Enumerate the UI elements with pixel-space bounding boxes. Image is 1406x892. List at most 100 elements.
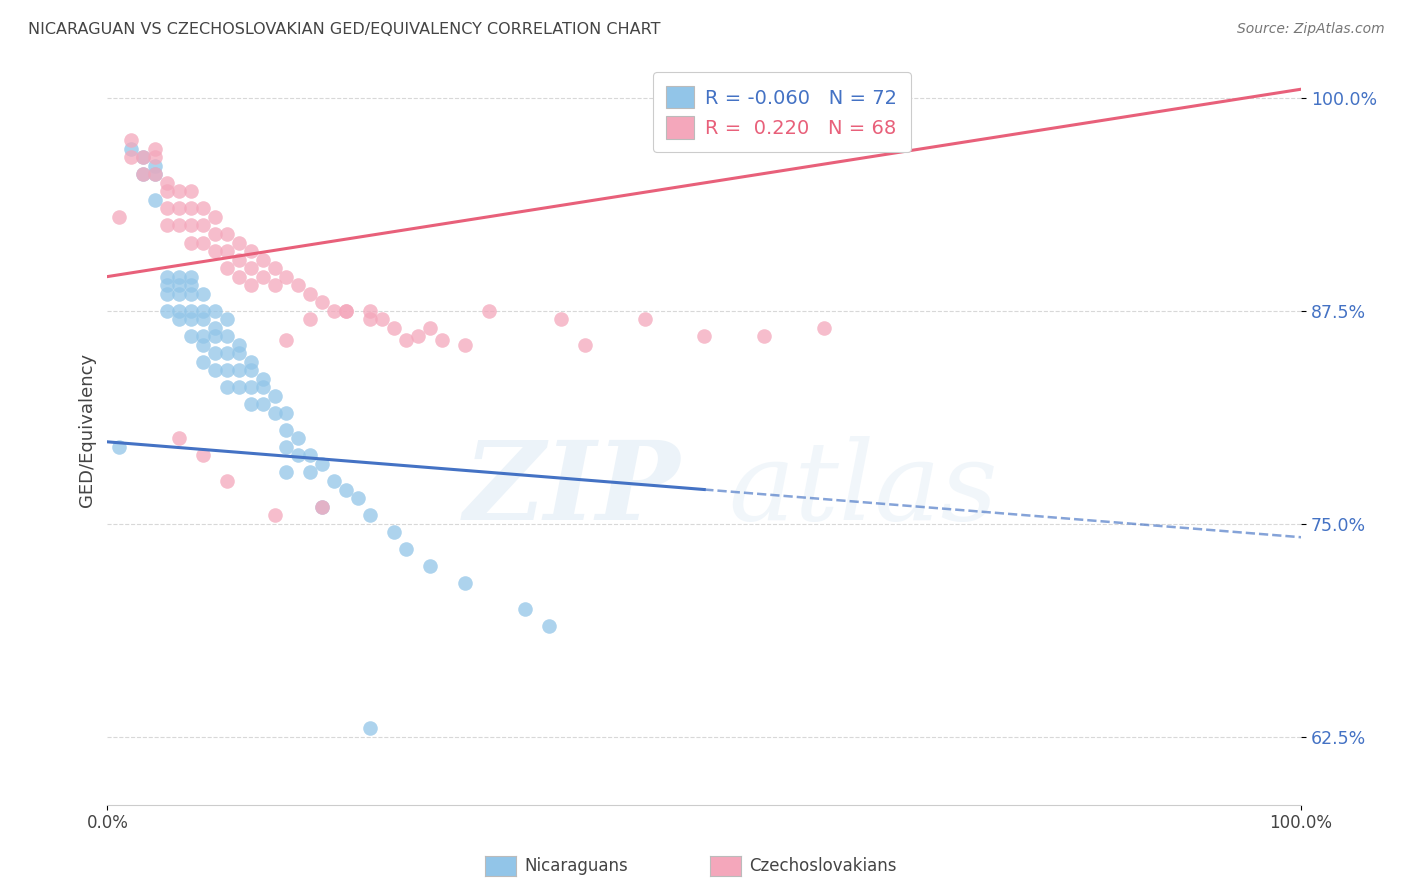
Point bbox=[204, 346, 226, 360]
Point bbox=[454, 337, 477, 351]
Point bbox=[204, 320, 226, 334]
Point bbox=[215, 363, 238, 377]
Point bbox=[120, 150, 142, 164]
Point bbox=[215, 244, 238, 258]
Point bbox=[180, 269, 202, 284]
Point bbox=[382, 320, 405, 334]
Point bbox=[287, 449, 309, 463]
Point bbox=[156, 269, 179, 284]
Point bbox=[299, 449, 322, 463]
Point bbox=[180, 286, 202, 301]
Point bbox=[180, 185, 202, 199]
Point bbox=[311, 500, 333, 514]
Point bbox=[204, 363, 226, 377]
Point bbox=[191, 235, 214, 250]
Point bbox=[395, 542, 418, 557]
Point bbox=[419, 320, 441, 334]
Point bbox=[156, 202, 179, 216]
Point bbox=[276, 440, 298, 454]
Point bbox=[108, 440, 131, 454]
Point bbox=[263, 261, 285, 276]
Point bbox=[215, 474, 238, 488]
Point bbox=[239, 278, 262, 293]
Point bbox=[167, 278, 190, 293]
Point bbox=[359, 508, 381, 522]
Point bbox=[191, 202, 214, 216]
Point bbox=[419, 559, 441, 574]
Point bbox=[335, 483, 357, 497]
Point bbox=[311, 500, 333, 514]
Point bbox=[132, 167, 155, 181]
Point bbox=[335, 303, 357, 318]
Point bbox=[287, 432, 309, 446]
Point bbox=[215, 312, 238, 326]
Point bbox=[191, 337, 214, 351]
Point bbox=[550, 312, 572, 326]
Point bbox=[263, 406, 285, 420]
Point bbox=[204, 244, 226, 258]
Point bbox=[239, 355, 262, 369]
Point bbox=[813, 320, 835, 334]
Point bbox=[239, 363, 262, 377]
Point bbox=[228, 337, 250, 351]
Point bbox=[156, 176, 179, 190]
Point bbox=[156, 219, 179, 233]
Point bbox=[180, 312, 202, 326]
Point bbox=[156, 185, 179, 199]
Point bbox=[132, 150, 155, 164]
Point bbox=[167, 303, 190, 318]
Point bbox=[167, 312, 190, 326]
Point bbox=[323, 474, 346, 488]
Y-axis label: GED/Equivalency: GED/Equivalency bbox=[79, 353, 96, 507]
Point bbox=[239, 380, 262, 394]
Point bbox=[228, 363, 250, 377]
Point bbox=[276, 466, 298, 480]
Point bbox=[752, 329, 775, 343]
Point bbox=[156, 303, 179, 318]
Point bbox=[167, 202, 190, 216]
Point bbox=[252, 397, 274, 411]
Point bbox=[215, 380, 238, 394]
Point bbox=[143, 150, 166, 164]
Point bbox=[478, 303, 501, 318]
Point bbox=[204, 227, 226, 241]
Point bbox=[180, 235, 202, 250]
Point bbox=[311, 457, 333, 471]
Point bbox=[204, 303, 226, 318]
Point bbox=[180, 202, 202, 216]
Point bbox=[120, 142, 142, 156]
Point bbox=[311, 295, 333, 310]
Point bbox=[180, 278, 202, 293]
Point bbox=[108, 210, 131, 224]
Point bbox=[228, 346, 250, 360]
Point bbox=[215, 227, 238, 241]
Text: ZIP: ZIP bbox=[464, 436, 681, 543]
Point bbox=[287, 278, 309, 293]
Point bbox=[143, 159, 166, 173]
Point bbox=[191, 449, 214, 463]
Point bbox=[143, 193, 166, 207]
Point bbox=[120, 133, 142, 147]
Point bbox=[299, 466, 322, 480]
Point bbox=[191, 355, 214, 369]
Point bbox=[143, 167, 166, 181]
Point bbox=[228, 252, 250, 267]
Point bbox=[239, 261, 262, 276]
Point bbox=[276, 269, 298, 284]
Point bbox=[252, 372, 274, 386]
Point bbox=[299, 286, 322, 301]
Text: Source: ZipAtlas.com: Source: ZipAtlas.com bbox=[1237, 22, 1385, 37]
Point bbox=[371, 312, 394, 326]
Point bbox=[191, 329, 214, 343]
Point bbox=[430, 333, 453, 347]
Point bbox=[167, 286, 190, 301]
Point bbox=[143, 167, 166, 181]
Point bbox=[263, 278, 285, 293]
Point bbox=[359, 312, 381, 326]
Point bbox=[239, 244, 262, 258]
Point bbox=[132, 150, 155, 164]
Point bbox=[191, 312, 214, 326]
Point bbox=[167, 432, 190, 446]
Point bbox=[180, 303, 202, 318]
Point bbox=[167, 219, 190, 233]
